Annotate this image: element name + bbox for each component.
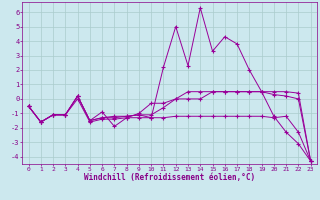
X-axis label: Windchill (Refroidissement éolien,°C): Windchill (Refroidissement éolien,°C) <box>84 173 255 182</box>
